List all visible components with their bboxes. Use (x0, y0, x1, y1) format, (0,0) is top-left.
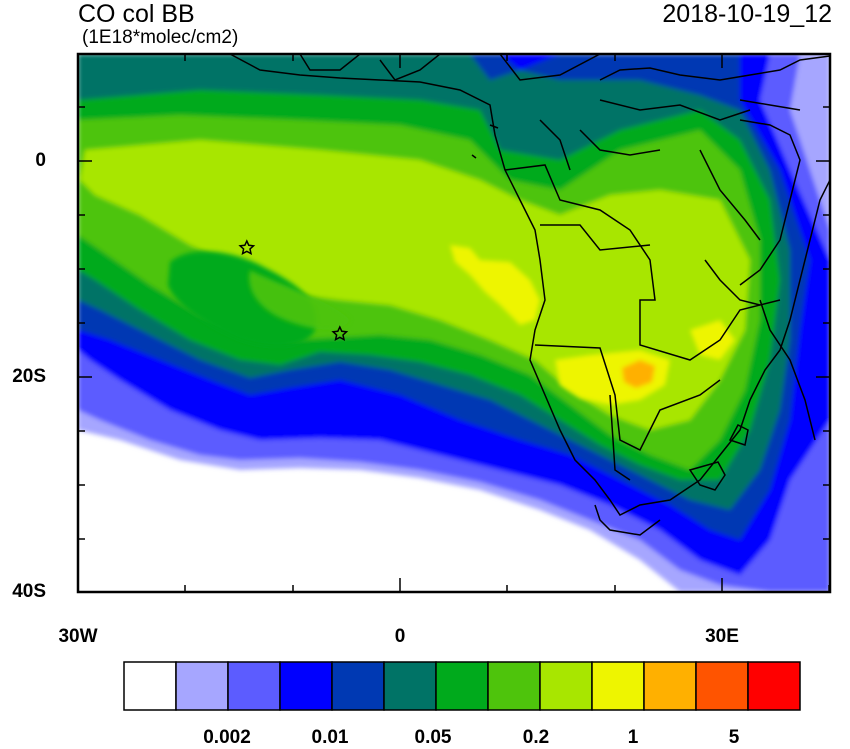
colorbar-label: 1 (627, 727, 639, 748)
colorbar-swatch (747, 661, 801, 711)
plot-units: (1E18*molec/cm2) (82, 27, 239, 48)
lat-tick-label: 40S (12, 581, 46, 602)
colorbar-swatch (279, 661, 333, 711)
colorbar (123, 661, 801, 711)
lat-tick-label: 0 (35, 150, 46, 171)
colorbar-label: 0.002 (203, 727, 251, 748)
colorbar-swatch (591, 661, 645, 711)
colorbar-label: 0.01 (311, 727, 349, 748)
colorbar-swatch (435, 661, 489, 711)
marker-star-1 (238, 239, 256, 256)
marker-stars (238, 239, 349, 342)
colorbar-label: 0.2 (522, 727, 550, 748)
plot-datetime: 2018-10-19_12 (662, 0, 832, 28)
co-column-field (78, 54, 830, 592)
colorbar-swatch (175, 661, 229, 711)
lon-tick-label: 30E (705, 626, 739, 647)
axis-ticks (77, 54, 830, 593)
colorbar-swatch (695, 661, 749, 711)
colorbar-label: 0.05 (414, 727, 452, 748)
plot-title: CO col BB (78, 0, 195, 28)
colorbar-swatch (227, 661, 281, 711)
colorbar-swatch (643, 661, 697, 711)
marker-star-2 (331, 325, 349, 342)
colorbar-swatch (331, 661, 385, 711)
colorbar-swatch (487, 661, 541, 711)
lon-tick-label: 30W (58, 626, 98, 647)
lat-tick-label: 20S (12, 366, 46, 387)
colorbar-label: 5 (728, 727, 740, 748)
colorbar-swatch (123, 661, 177, 711)
coastlines (229, 54, 830, 536)
colorbar-swatch (539, 661, 593, 711)
colorbar-swatch (383, 661, 437, 711)
lon-tick-label: 0 (394, 626, 406, 647)
